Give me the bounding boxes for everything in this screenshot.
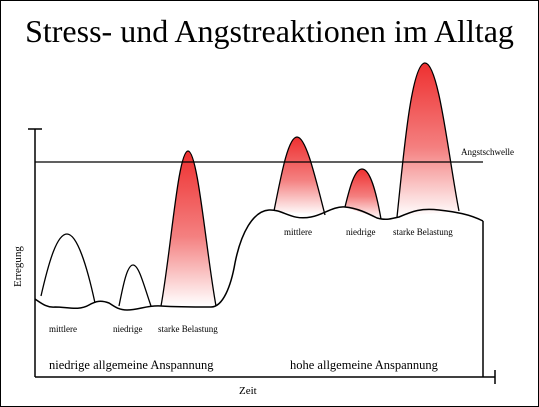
arousal-baseline-curve [34,206,484,311]
reaction-label-low-low: niedrige [113,324,143,334]
phase-label-low: niedrige allgemeine Anspannung [49,358,214,372]
peak-high-low-fill [345,169,381,219]
peak-high-strong-fill [397,63,459,217]
peak-high-low-outline [344,168,382,220]
peak-low-strong-fill [161,151,216,306]
reaction-label-low-medium: mittlere [49,324,77,334]
peak-high-medium-outline [273,136,326,216]
peak-low-strong-outline [160,150,217,307]
reaction-label-low-strong: starke Belastung [158,324,218,334]
peak-high-strong-outline [396,62,460,218]
diagram-title: Stress- und Angstreaktionen im Alltag [25,13,514,49]
reaction-label-high-medium: mittlere [284,227,312,237]
peak-low-medium [40,233,96,304]
threshold-label: Angstschwelle [461,147,514,157]
reaction-label-high-strong: starke Belastung [393,227,453,237]
x-axis-label: Zeit [239,385,257,397]
reaction-label-high-low: niedrige [346,227,376,237]
peak-low-low [118,264,152,307]
y-axis-label: Erregung [12,246,24,287]
peak-high-medium-fill [274,137,325,215]
phase-label-high: hohe allgemeine Anspannung [290,358,439,372]
